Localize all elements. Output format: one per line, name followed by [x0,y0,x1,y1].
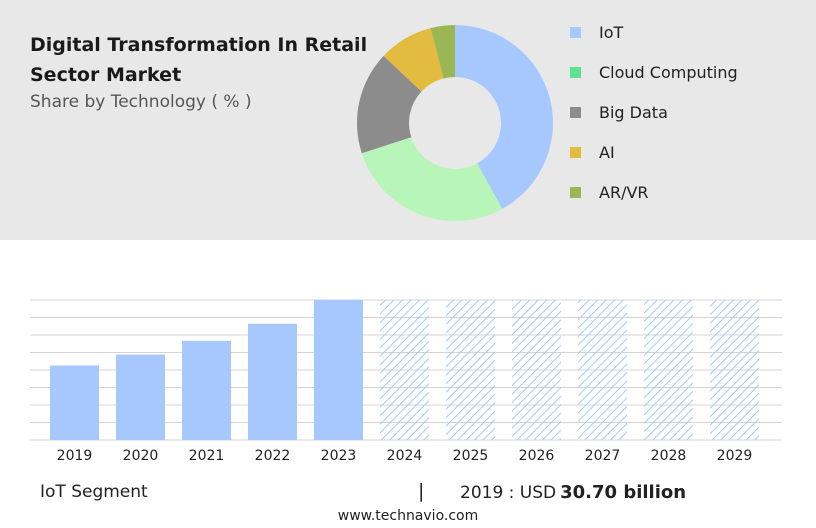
legend-label: Cloud Computing [599,62,738,82]
legend-swatch [570,186,581,198]
donut-chart [357,25,553,221]
x-tick-label: 2028 [651,448,687,464]
x-tick-label: 2019 [57,448,93,464]
legend-swatch [570,26,581,38]
segment-value: 2019 : USD 30.70 billion [460,482,686,503]
bar-2022 [248,323,297,440]
legend-label: AI [599,142,615,162]
segment-value-amount: 30.70 billion [560,482,687,503]
x-tick-label: 2020 [123,448,159,464]
x-tick-label: 2022 [255,448,291,464]
legend-label: IoT [599,22,624,42]
donut-slice-cloud-computing [361,137,503,221]
legend-item-cloud-computing: Cloud Computing [570,52,738,92]
donut-slice-iot [455,25,553,209]
bar-chart: 2019 2020 2021 2022 2023 2024 2025 2026 2027 2028… [30,299,782,464]
x-tick-label: 2023 [321,448,357,464]
forecast-bar-2024 [380,300,429,440]
donut-slice-ar-vr [430,25,455,79]
legend-item-ai: AI [570,132,738,172]
x-tick-label: 2027 [585,448,621,464]
legend-swatch [570,106,581,118]
legend-item-ar-vr: AR/VR [570,172,738,212]
source-link[interactable]: www.technavio.com [337,508,479,524]
legend-label: Big Data [599,102,668,122]
footer-separator: | [418,480,425,502]
bar-2020 [116,354,165,440]
x-tick-label: 2026 [519,448,555,464]
donut-legend: IoT Cloud Computing Big Data AI AR/VR [570,12,738,212]
x-tick-label: 2021 [189,448,225,464]
x-tick-label: 2025 [453,448,489,464]
segment-label: IoT Segment [40,482,148,502]
forecast-bar-2025 [446,300,495,440]
legend-item-iot: IoT [570,12,738,52]
forecast-bar-2029 [710,300,759,440]
chart-title: Digital Transformation In Retail Sector … [30,34,368,86]
chart-subtitle: Share by Technology ( % ) [30,92,252,112]
x-tick-label: 2024 [387,448,423,464]
forecast-bar-2028 [644,300,693,440]
forecast-bar-2026 [512,300,561,440]
legend-swatch [570,66,581,78]
donut-slice-ai [383,28,444,92]
donut-slice-big-data [357,55,422,154]
legend-swatch [570,146,581,158]
legend-label: AR/VR [599,182,649,202]
x-tick-label: 2029 [717,448,753,464]
legend-item-big-data: Big Data [570,92,738,132]
forecast-bar-2027 [578,300,627,440]
bar-2019 [50,365,99,440]
bar-2023 [314,300,363,440]
segment-value-prefix: 2019 : USD [460,483,557,503]
bar-2021 [182,340,231,440]
